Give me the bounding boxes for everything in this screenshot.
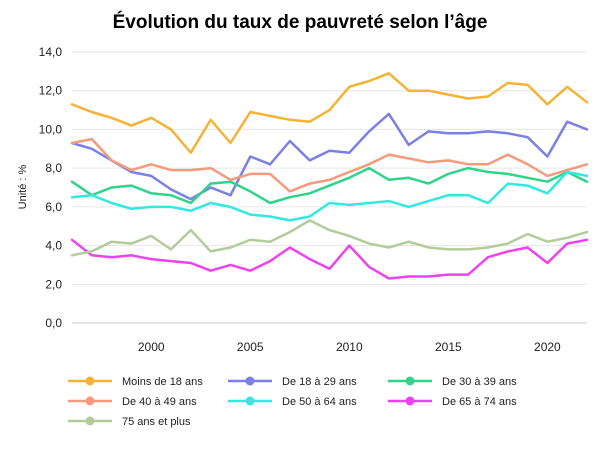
legend-item[interactable]: 75 ans et plus [68,416,191,428]
legend-marker [85,416,95,426]
legend-marker [405,396,415,406]
legend-label: De 50 à 64 ans [282,396,357,408]
legend-marker [85,396,95,406]
legend-label: De 18 à 29 ans [282,376,357,388]
legend-label: De 40 à 49 ans [122,396,197,408]
legend-marker [245,396,255,406]
x-tick-label: 2020 [534,340,561,354]
y-tick-labels: 0,0 2,0 4,0 6,0 8,0 10,0 12,0 14,0 [39,45,63,330]
y-tick-label: 6,0 [45,200,62,214]
x-tick-labels: 2000 2005 2010 2015 2020 [138,340,561,354]
y-tick-label: 8,0 [45,161,62,175]
y-tick-label: 10,0 [39,122,63,136]
chart-title: Évolution du taux de pauvreté selon l’âg… [113,11,488,33]
legend-item[interactable]: De 40 à 49 ans [68,396,197,408]
legend: Moins de 18 ans De 18 à 29 ans De 30 à 39 … [68,376,517,428]
series-line [70,238,589,280]
y-tick-label: 2,0 [45,277,62,291]
x-tick-label: 2015 [435,340,462,354]
y-axis-label: Unité : % [17,164,29,209]
series-line [70,137,589,193]
legend-marker [85,376,95,386]
series-line [70,166,589,205]
legend-marker [245,376,255,386]
series-line [70,219,589,257]
series-lines [70,72,589,280]
y-tick-label: 14,0 [39,45,63,59]
x-tick-label: 2000 [138,340,165,354]
x-tick-label: 2005 [237,340,264,354]
x-tick-label: 2010 [336,340,363,354]
legend-item[interactable]: De 30 à 39 ans [388,376,517,388]
legend-label: 75 ans et plus [122,416,191,428]
series-line [70,72,589,154]
legend-item[interactable]: Moins de 18 ans [68,376,203,388]
legend-item[interactable]: De 18 à 29 ans [228,376,357,388]
series-line [70,170,589,222]
legend-label: De 30 à 39 ans [442,376,517,388]
legend-marker [405,376,415,386]
y-tick-label: 4,0 [45,239,62,253]
gridlines [72,51,587,324]
legend-item[interactable]: De 50 à 64 ans [228,396,357,408]
y-tick-label: 12,0 [39,84,63,98]
y-tick-label: 0,0 [45,316,62,330]
series-line [70,112,589,201]
legend-label: De 65 à 74 ans [442,396,517,408]
legend-label: Moins de 18 ans [122,376,203,388]
legend-item[interactable]: De 65 à 74 ans [388,396,517,408]
